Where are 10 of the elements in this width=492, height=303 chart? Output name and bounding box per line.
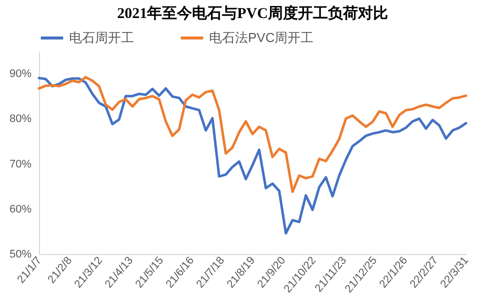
line-series xyxy=(38,76,468,193)
y-tick-label: 70% xyxy=(9,158,32,170)
y-tick-label: 80% xyxy=(9,113,32,126)
chart-title: 2021年至今电石与PVC周度开工负荷对比 xyxy=(117,4,388,22)
line-series xyxy=(38,76,468,234)
y-tick-label: 60% xyxy=(9,203,32,216)
legend-label: 电石周开工 xyxy=(69,30,134,45)
y-tick-label: 90% xyxy=(9,68,32,80)
legend-label: 电石法PVC周开工 xyxy=(209,30,314,45)
y-tick-label: 50% xyxy=(9,248,32,260)
